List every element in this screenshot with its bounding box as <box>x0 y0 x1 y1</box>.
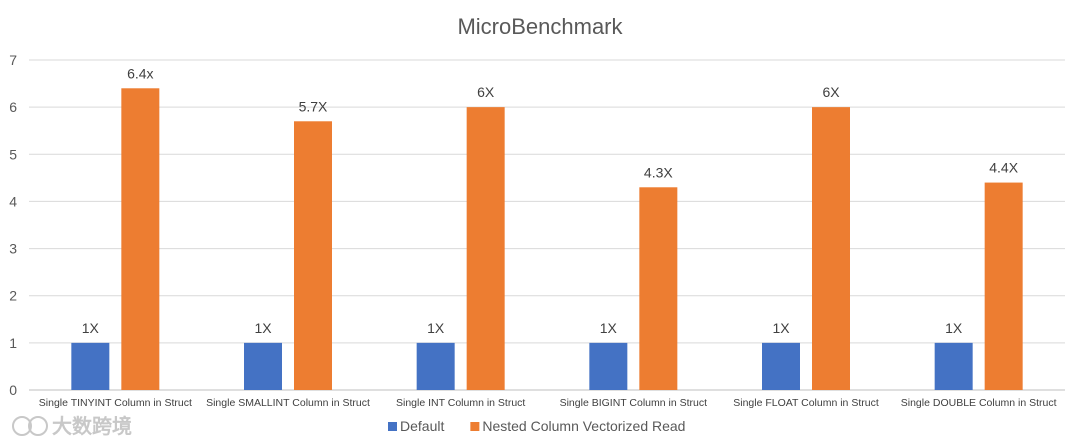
x-tick-label: Single SMALLINT Column in Struct <box>206 397 370 409</box>
watermark: 大数跨境 <box>12 414 132 438</box>
data-label: 1X <box>772 320 790 336</box>
watermark-logo-icon <box>12 416 48 436</box>
bar-nested-column-vectorized-read <box>639 187 678 390</box>
data-label: 1X <box>254 320 272 336</box>
bars: 1X 6.4x 1X 5.7X 1X 6X 1X 4.3X 1X 6X 1X 4.4X <box>71 65 1023 391</box>
bar-nested-column-vectorized-read <box>294 121 332 391</box>
bar-default <box>934 342 973 390</box>
data-label: 1X <box>82 320 100 336</box>
y-tick-label: 6 <box>9 99 17 115</box>
data-label: 6X <box>822 84 840 100</box>
y-tick-label: 4 <box>9 193 17 209</box>
bar-default <box>416 342 455 390</box>
x-tick-label: Single FLOAT Column in Struct <box>733 397 879 409</box>
data-label: 1X <box>600 320 618 336</box>
legend: Default Nested Column Vectorized Read <box>388 418 685 434</box>
bar-nested-column-vectorized-read <box>984 182 1023 390</box>
bar-default <box>244 342 282 390</box>
data-label: 6X <box>477 84 495 100</box>
bar-nested-column-vectorized-read <box>812 107 850 391</box>
legend-swatch <box>470 422 480 431</box>
legend-swatch <box>388 422 397 431</box>
bar-nested-column-vectorized-read <box>466 107 505 391</box>
bar-default <box>71 342 110 390</box>
y-tick-label: 3 <box>9 241 17 257</box>
bar-default <box>589 342 628 390</box>
x-tick-label: Single BIGINT Column in Struct <box>560 397 708 409</box>
x-tick-label: Single TINYINT Column in Struct <box>39 397 192 409</box>
data-label: 1X <box>945 320 963 336</box>
y-tick-label: 1 <box>9 335 17 351</box>
bar-nested-column-vectorized-read <box>121 88 160 391</box>
gridlines <box>29 59 1065 391</box>
x-tick-label: Single DOUBLE Column in Struct <box>901 397 1057 409</box>
y-axis: 0 1 2 3 4 5 6 7 <box>9 52 17 398</box>
watermark-text: 大数跨境 <box>52 414 132 438</box>
x-axis: Single TINYINT Column in Struct Single SM… <box>39 397 1057 409</box>
data-label: 4.3X <box>644 164 673 180</box>
data-label: 4.4X <box>989 160 1018 176</box>
legend-label: Nested Column Vectorized Read <box>482 418 685 434</box>
data-label: 6.4x <box>127 65 153 81</box>
chart-title: MicroBenchmark <box>457 14 623 39</box>
y-tick-label: 7 <box>9 52 17 68</box>
y-tick-label: 0 <box>9 382 17 398</box>
x-tick-label: Single INT Column in Struct <box>396 397 525 409</box>
legend-label: Default <box>400 418 444 434</box>
y-tick-label: 2 <box>9 288 17 304</box>
bar-default <box>762 342 800 390</box>
data-label: 5.7X <box>299 98 328 114</box>
y-tick-label: 5 <box>9 146 17 162</box>
data-label: 1X <box>427 320 445 336</box>
